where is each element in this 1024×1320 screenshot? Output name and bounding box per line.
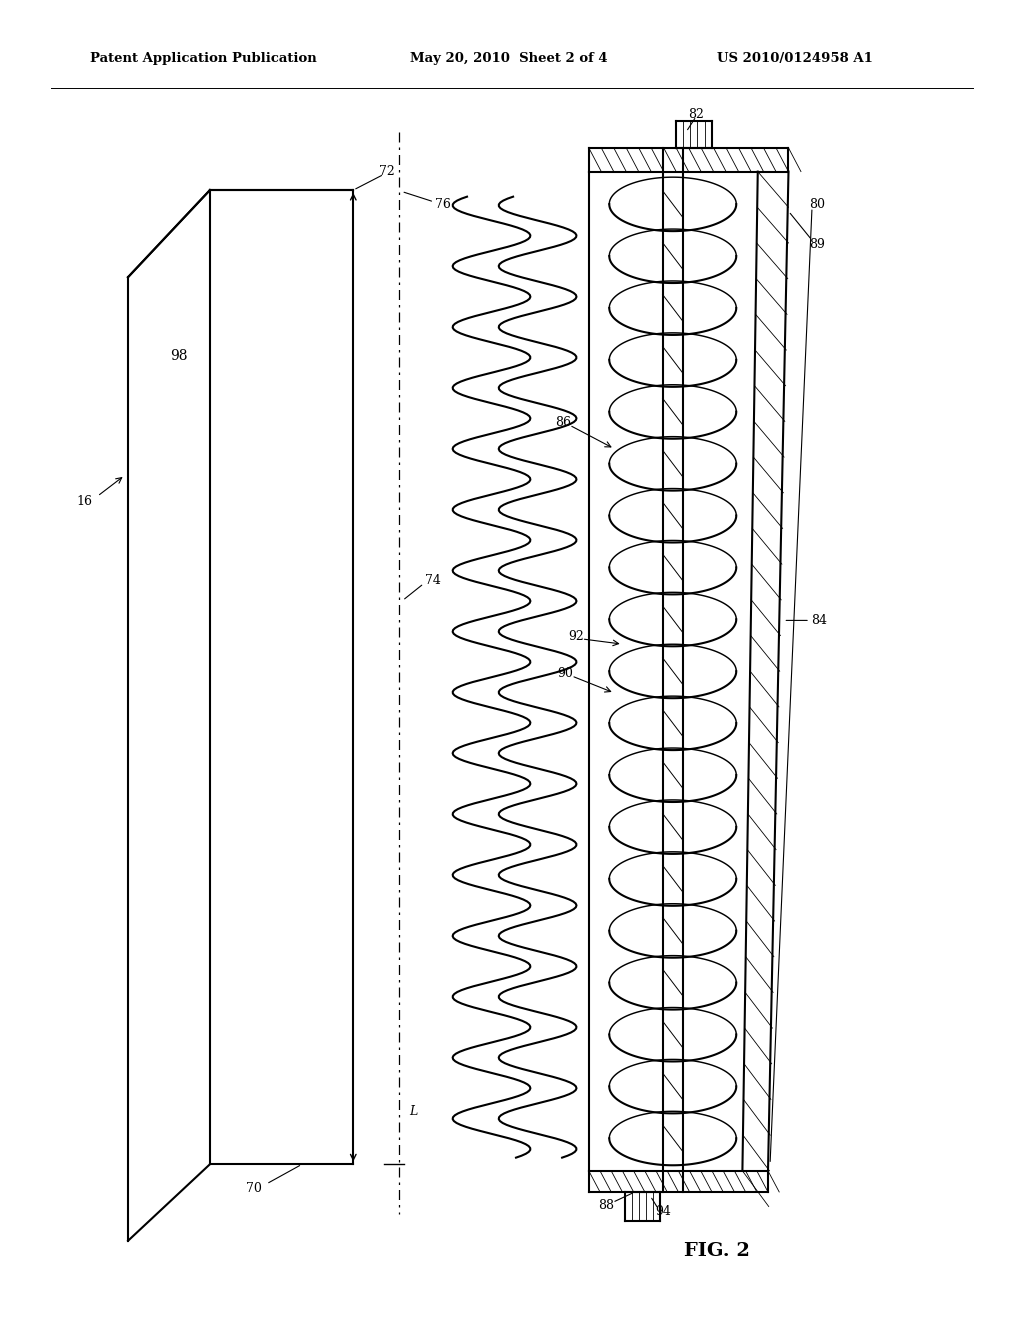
Text: 74: 74 [425, 574, 441, 587]
Text: 72: 72 [379, 165, 394, 178]
Text: US 2010/0124958 A1: US 2010/0124958 A1 [717, 51, 872, 65]
Text: 82: 82 [688, 108, 705, 121]
Text: 86: 86 [555, 416, 571, 429]
Text: 89: 89 [809, 238, 825, 251]
Text: 98: 98 [170, 350, 188, 363]
Text: May 20, 2010  Sheet 2 of 4: May 20, 2010 Sheet 2 of 4 [410, 51, 607, 65]
Text: FIG. 2: FIG. 2 [684, 1242, 750, 1261]
Text: 16: 16 [77, 495, 93, 508]
Text: 94: 94 [655, 1205, 672, 1218]
Text: L: L [410, 1105, 418, 1118]
Text: 92: 92 [568, 630, 584, 643]
Text: 80: 80 [809, 198, 825, 211]
Text: 90: 90 [557, 667, 573, 680]
Text: 84: 84 [811, 614, 827, 627]
Text: Patent Application Publication: Patent Application Publication [90, 51, 316, 65]
Text: 76: 76 [435, 198, 452, 211]
Text: 88: 88 [598, 1199, 614, 1212]
Text: 70: 70 [246, 1181, 262, 1195]
